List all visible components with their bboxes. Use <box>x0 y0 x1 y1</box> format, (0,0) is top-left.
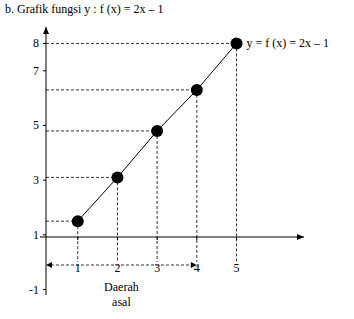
guide-h <box>46 43 237 44</box>
y-tick <box>43 70 46 71</box>
chart-svg: b. Grafik fungsi y : f (x) = 2x – 1 -1 1 3 5… <box>0 0 354 319</box>
annotation: asal <box>112 295 131 309</box>
series-line <box>78 43 237 221</box>
point <box>151 125 163 137</box>
y-tick <box>43 43 46 44</box>
domain-arrow-head <box>191 262 197 268</box>
y-tick <box>43 125 46 126</box>
x-axis-arrow <box>297 234 304 240</box>
x-tick-label: 2 <box>114 261 120 275</box>
series-label: y = f (x) = 2x – 1 <box>247 36 330 50</box>
guide-v <box>77 221 78 262</box>
guide-v <box>117 177 118 262</box>
y-tick-label: 8 <box>33 36 39 50</box>
y-tick <box>43 234 46 235</box>
y-tick-label: 1 <box>33 228 39 242</box>
guide-v <box>196 90 197 262</box>
domain-arrow <box>51 265 192 266</box>
x-axis <box>40 237 304 238</box>
x-tick-label: 4 <box>194 261 200 275</box>
point <box>191 84 203 96</box>
y-tick <box>43 180 46 181</box>
y-axis <box>46 27 47 295</box>
guide-v <box>157 131 158 262</box>
y-tick <box>43 289 46 290</box>
plot-area <box>46 37 243 262</box>
annotation: Daerah <box>104 280 139 294</box>
y-tick-label: 3 <box>33 173 39 187</box>
title: b. Grafik fungsi y : f (x) = 2x – 1 <box>5 2 163 16</box>
x-tick-label: 1 <box>75 261 81 275</box>
guide-h <box>46 177 117 178</box>
y-tick-label: -1 <box>29 283 39 297</box>
y-tick-label: 7 <box>33 64 39 78</box>
point <box>231 37 243 49</box>
y-axis-arrow <box>43 27 49 34</box>
guide-h <box>46 89 197 90</box>
y-tick-label: 5 <box>33 118 39 132</box>
guide-h <box>46 130 157 131</box>
guide-v <box>236 43 237 262</box>
x-tick-label: 5 <box>234 261 240 275</box>
point <box>72 215 84 227</box>
point <box>111 171 123 183</box>
chart-container: b. Grafik fungsi y : f (x) = 2x – 1 -1 1 3 5… <box>0 0 354 319</box>
x-tick-label: 3 <box>154 261 160 275</box>
domain-arrow-head <box>46 262 52 268</box>
